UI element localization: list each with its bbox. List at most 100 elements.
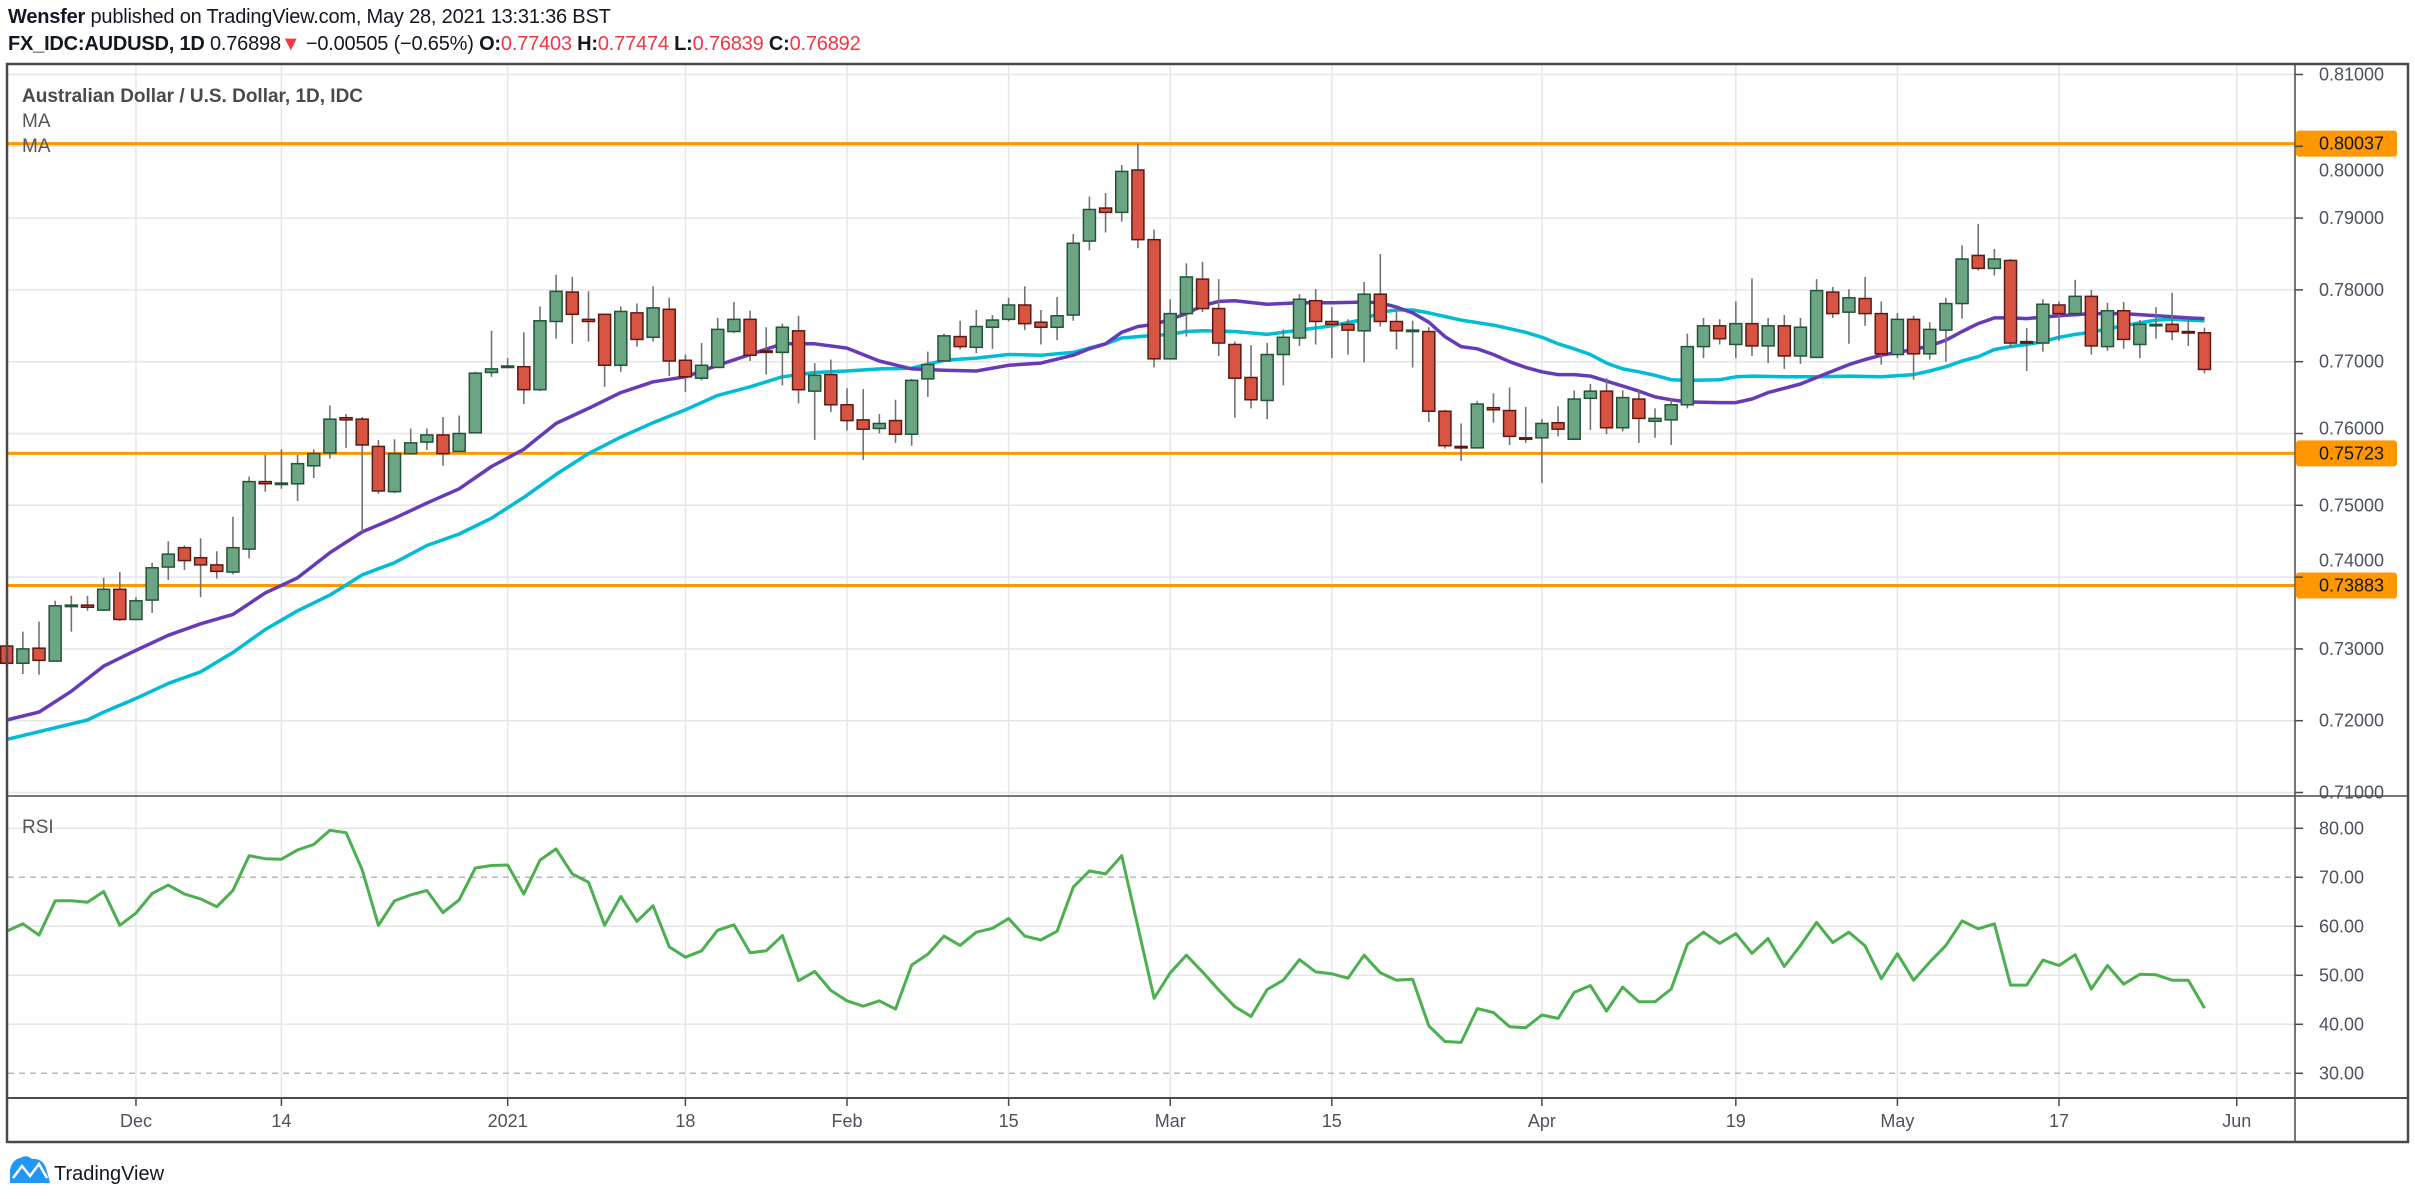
candle [1486,393,1501,423]
candle-body-down [1874,312,1889,355]
candle [1244,345,1258,409]
candle-body-down [1018,304,1032,325]
candle [161,541,176,580]
candle-body-down [2197,332,2212,371]
candle-body-down [678,359,693,378]
candle-body-up [1163,312,1177,360]
candle [2116,302,2131,349]
rsi-axis-label: 30.00 [2319,1063,2364,1083]
candle-body-down [662,308,677,362]
candle-body-down [1195,278,1210,310]
time-axis-label: Apr [1528,1111,1556,1131]
candle-body-up [145,567,159,601]
candle [1955,245,1969,319]
candle [1809,279,1824,359]
candle-body-down [1599,390,1614,429]
ma-legend-1[interactable]: MA [22,111,51,132]
candle [856,388,870,461]
candle [1890,312,1905,359]
candle [1680,333,1695,409]
tradingview-logo[interactable]: TradingView [10,1156,165,1185]
candle-body-down [32,647,46,662]
candle [1761,317,1775,364]
rsi-axis-label: 50.00 [2319,965,2364,985]
time-axis-label: 19 [1726,1111,1746,1131]
candle [226,516,240,575]
candle-body-down [1211,307,1226,344]
candle-body-down [840,404,854,422]
ma-legend-2[interactable]: MA [22,136,51,157]
rsi-pane [6,828,2206,1044]
candle [1050,297,1064,341]
time-axis-label: 15 [999,1111,1019,1131]
candle [1648,408,1662,438]
candle-body-down [1034,321,1048,328]
candle-body-down [2084,295,2099,347]
candle [824,359,838,412]
candle-body-up [1066,242,1081,316]
candle-body-up [1114,170,1129,214]
candle-body-up [129,600,143,621]
ma-slow-line [6,308,2205,742]
candle [2197,327,2212,374]
candle [2068,279,2082,315]
symbol-label: FX_IDC:AUDUSD, 1D [8,33,205,55]
candle [2100,302,2115,351]
candle-body-down [1502,409,1517,438]
candle [1567,390,1581,440]
candle [306,449,321,479]
candle-body-up [1567,398,1581,440]
candle-body-down [1131,169,1145,241]
candle [1389,310,1404,350]
candle [921,351,935,397]
candle-body-down [1341,323,1355,331]
candle [2149,307,2163,339]
candle [452,415,466,453]
candle [985,315,1000,349]
time-axis-label: Jun [2222,1111,2251,1131]
candle-body-down [1486,406,1501,411]
candle [1922,322,1937,360]
candle [1163,299,1177,360]
candle-body-down [177,546,192,562]
candle-body-up [533,320,547,391]
candle [1793,317,1808,364]
candle [1276,329,1291,386]
level-price-badge [2296,572,2397,599]
candle-body-up [1922,328,1937,355]
candle-body-up [1680,345,1695,406]
candle [614,306,628,372]
candle [371,439,386,494]
chart-legend-title: Australian Dollar / U.S. Dollar, 1D, IDC [22,86,363,107]
candle [727,302,741,333]
time-axis-label: 15 [1322,1111,1342,1131]
author-name[interactable]: Wensfer [8,6,86,28]
candle-body-up [323,418,337,454]
candle [1147,229,1161,368]
candle-body-down [1712,325,1727,340]
candle [2165,292,2179,341]
ma-fast-line [6,298,2205,722]
candle-body-down [2165,323,2179,333]
candle [1422,327,1436,423]
level-price-label: 0.73883 [2319,576,2384,596]
candle-body-down [1826,291,1840,315]
candle [1906,315,1921,380]
candle [1842,289,1856,344]
rsi-legend[interactable]: RSI [22,817,54,838]
candle [1357,282,1371,363]
candle-body-down [581,318,596,323]
candle [1745,278,1759,356]
candle [710,317,725,369]
logo-mark [12,1161,49,1179]
candle [1098,192,1113,233]
candle-body-up [1082,208,1097,242]
candle [1632,390,1646,443]
time-axis-label: Dec [120,1111,152,1131]
candle-body-down [2116,309,2131,341]
price-axis-label: 0.75000 [2319,495,2384,515]
candle-body-up [403,442,418,455]
rsi-axis-label: 40.00 [2319,1014,2364,1034]
candle-body-down [258,480,273,485]
